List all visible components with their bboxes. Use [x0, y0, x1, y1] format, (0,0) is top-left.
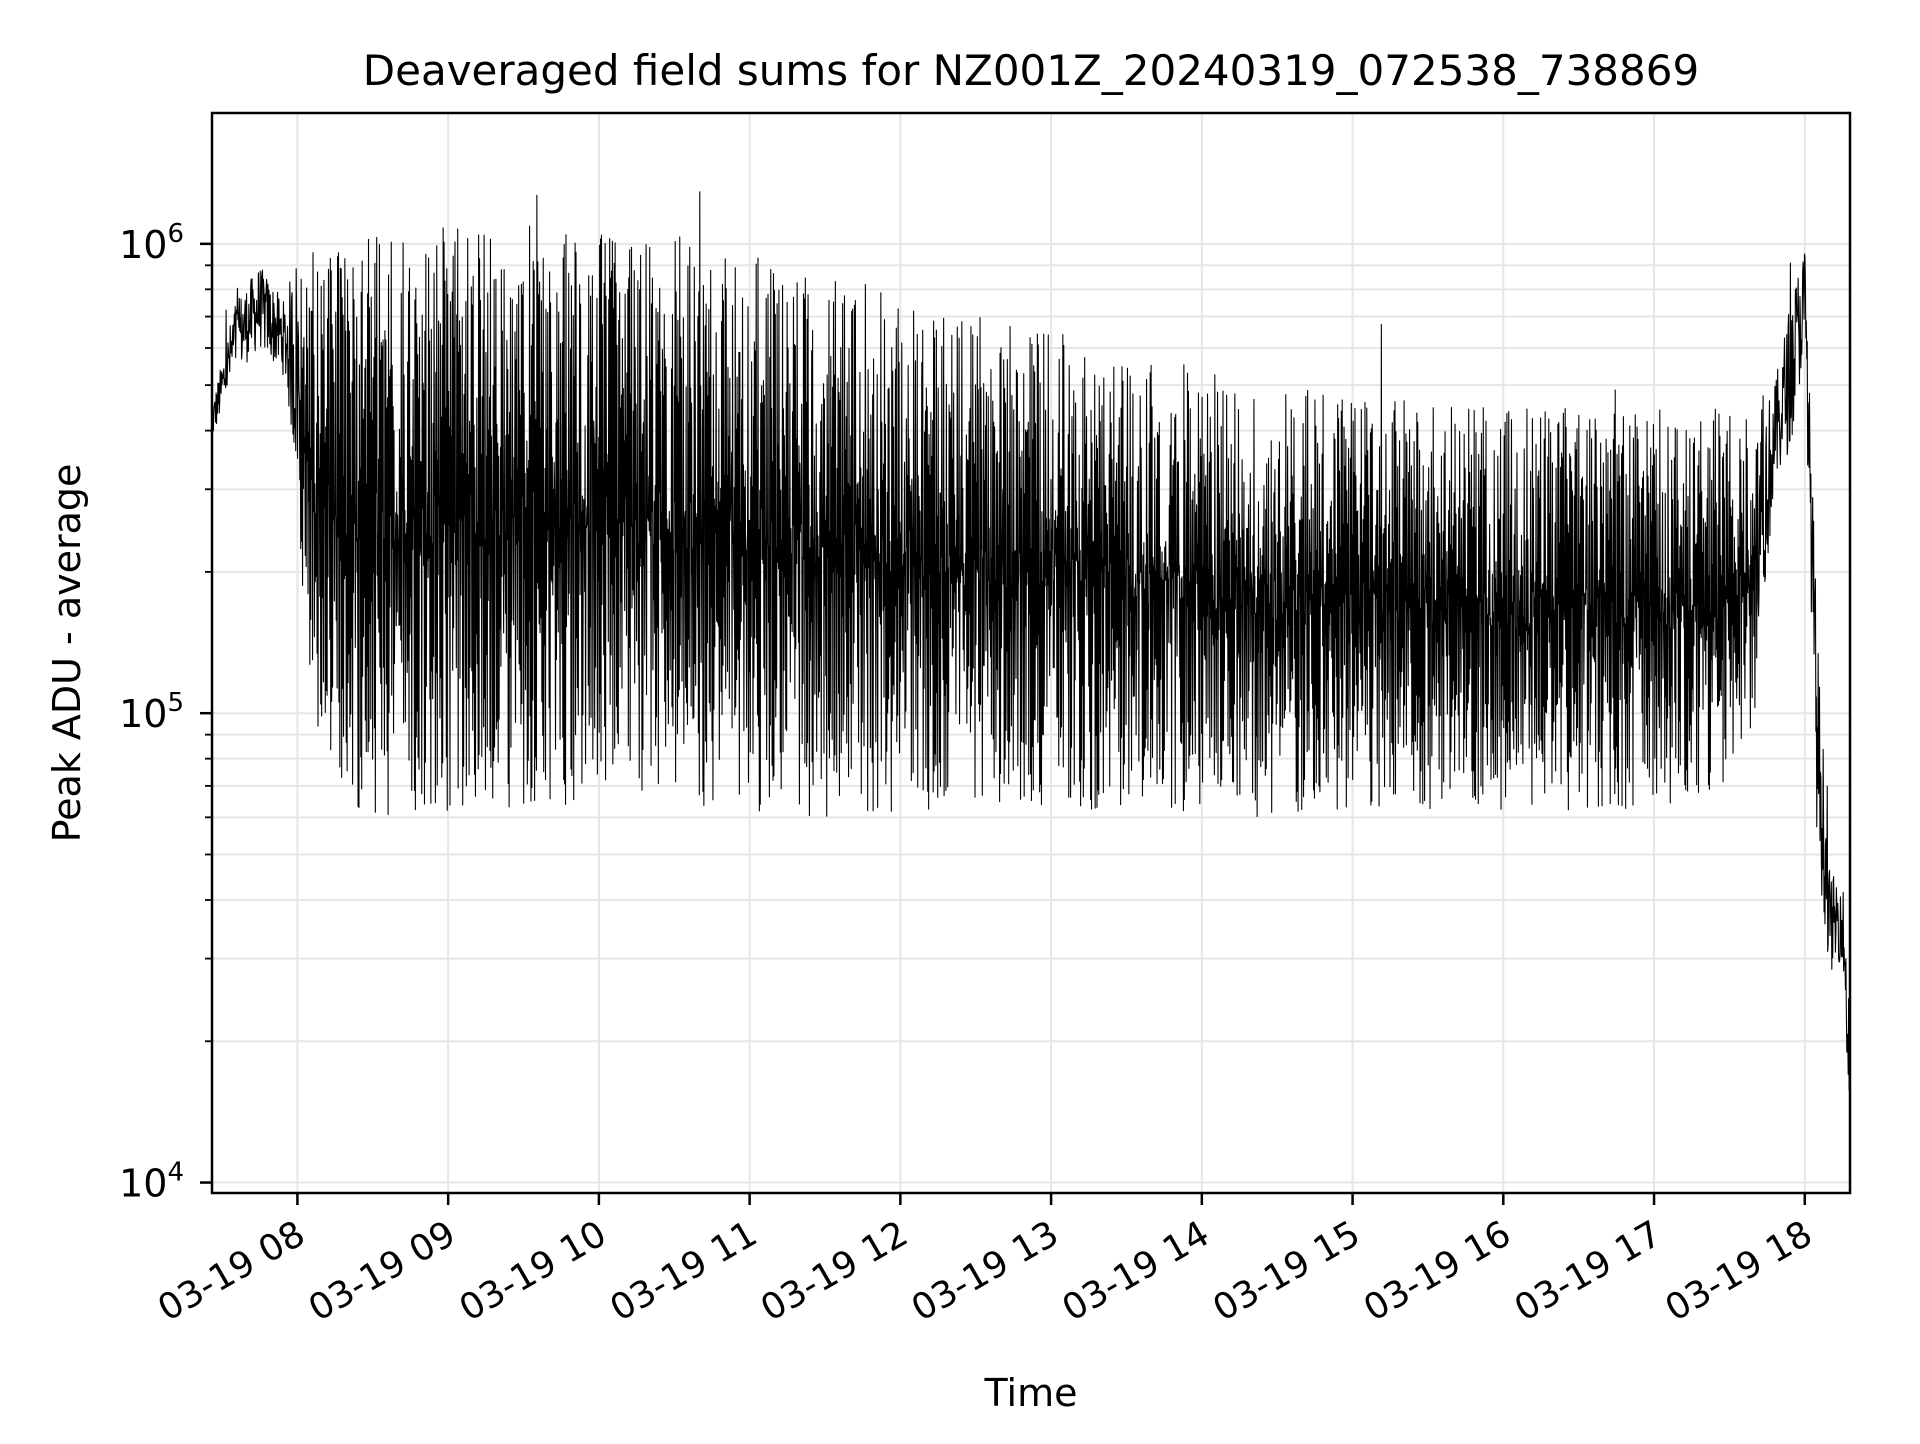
x-axis-label: Time — [984, 1371, 1078, 1415]
chart-title: Deaveraged field sums for NZ001Z_2024031… — [363, 46, 1699, 95]
x-tick-label: 03-19 16 — [1357, 1213, 1518, 1329]
y-tick-label-base: 10 — [119, 223, 167, 267]
series-layer — [211, 191, 1851, 1121]
x-tick-label: 03-19 15 — [1206, 1213, 1367, 1329]
x-tick-label: 03-19 12 — [754, 1213, 915, 1329]
y-tick-label: 106 — [119, 219, 184, 267]
x-tick-label: 03-19 14 — [1056, 1213, 1217, 1329]
x-tick-label: 03-19 13 — [905, 1213, 1066, 1329]
x-tick-label: 03-19 18 — [1659, 1213, 1820, 1329]
x-tick-label: 03-19 17 — [1508, 1213, 1669, 1329]
y-tick-label-exponent: 5 — [167, 688, 184, 718]
x-tick-label: 03-19 08 — [151, 1213, 312, 1329]
y-tick-label-base: 10 — [119, 1162, 167, 1206]
y-tick-label-exponent: 6 — [167, 219, 184, 249]
plot-frame — [210, 111, 1852, 1195]
y-tick-label: 105 — [119, 688, 184, 736]
y-tick-label: 104 — [119, 1158, 184, 1206]
x-tick-label: 03-19 10 — [453, 1213, 614, 1329]
y-axis-label: Peak ADU - average — [45, 464, 89, 843]
x-tick-label: 03-19 11 — [603, 1213, 764, 1329]
x-tick-label: 03-19 09 — [302, 1213, 463, 1329]
y-tick-label-base: 10 — [119, 692, 167, 736]
series-line-peak-adu — [211, 191, 1851, 1121]
y-tick-label-exponent: 4 — [167, 1158, 184, 1188]
